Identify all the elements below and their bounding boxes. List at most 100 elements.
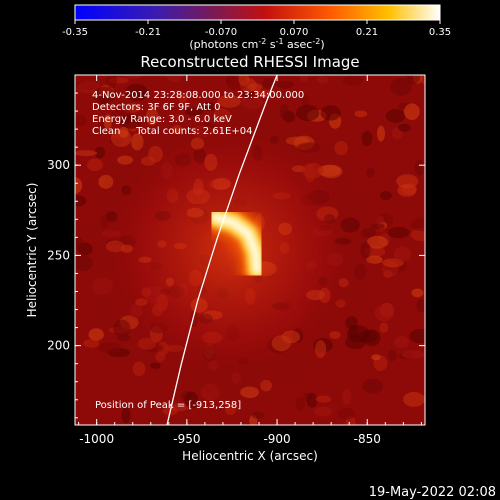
noise-blob <box>178 92 188 104</box>
y-axis: 200 250 300 <box>47 74 425 419</box>
noise-blob <box>88 328 104 341</box>
noise-blob <box>394 335 410 349</box>
info-time-range: 4-Nov-2014 23:28:08.000 to 23:34:00.000 <box>92 90 304 101</box>
noise-blob <box>361 130 373 147</box>
noise-blob <box>316 75 329 84</box>
noise-blob <box>75 150 98 157</box>
noise-blob <box>397 183 417 197</box>
noise-blob <box>225 75 235 86</box>
noise-blob <box>86 158 103 172</box>
noise-blob <box>75 114 87 127</box>
noise-blob <box>410 228 425 242</box>
noise-blob <box>379 322 389 333</box>
y-tick-label: 250 <box>47 248 70 262</box>
image-area <box>75 75 425 425</box>
colorbar-gradient <box>74 4 441 21</box>
noise-blob <box>403 391 425 407</box>
noise-blob <box>379 191 392 201</box>
x-tick-label: -900 <box>263 432 290 446</box>
noise-blob <box>366 167 375 178</box>
noise-blob <box>396 174 419 189</box>
x-tick-label: -1000 <box>79 432 114 446</box>
colorbar-tick-label: -0.070 <box>205 27 237 38</box>
y-tick-label: 200 <box>47 339 70 353</box>
x-tick-label: -950 <box>173 432 200 446</box>
noise-blob <box>414 159 424 176</box>
noise-blob <box>405 75 421 84</box>
render-timestamp: 19-May-2022 02:08 <box>369 485 496 500</box>
noise-blob <box>409 329 425 344</box>
noise-blob <box>295 104 320 122</box>
noise-blob <box>393 246 412 262</box>
noise-blob <box>301 94 310 108</box>
noise-blob <box>127 89 151 97</box>
noise-blob <box>306 392 318 408</box>
noise-blob <box>398 123 411 133</box>
noise-blob <box>76 81 101 94</box>
source-hot-core <box>211 213 262 275</box>
colorbar-tick-label: 0.21 <box>356 27 378 38</box>
colorbar-tick-label: 0.35 <box>429 27 451 38</box>
diffuse-emission <box>80 100 380 400</box>
noise-blob <box>75 177 83 194</box>
y-axis-label: Heliocentric Y (arcsec) <box>25 183 39 318</box>
noise-blob <box>385 108 406 124</box>
noise-blob <box>371 354 381 361</box>
noise-blob <box>411 288 424 298</box>
noise-blob <box>75 195 87 207</box>
noise-blob <box>299 75 309 82</box>
chart-title: Reconstructed RHESSI Image <box>140 53 359 71</box>
noise-blob <box>256 89 272 98</box>
noise-blob <box>106 75 117 89</box>
noise-blob <box>354 110 368 118</box>
y-tick-label: 300 <box>47 158 70 172</box>
noise-blob <box>320 105 341 121</box>
x-tick-label: -850 <box>354 432 381 446</box>
noise-blob <box>276 80 295 89</box>
noise-blob <box>374 304 395 322</box>
noise-blob <box>295 396 305 411</box>
noise-blob <box>166 75 182 83</box>
noise-blob <box>251 411 265 419</box>
noise-blob <box>410 218 425 231</box>
observation-info: 4-Nov-2014 23:28:08.000 to 23:34:00.000 … <box>92 90 304 411</box>
colorbar: -0.35 -0.21 -0.070 0.070 0.21 0.35 (photons c… <box>62 4 451 51</box>
colorbar-tick-label: 0.070 <box>280 27 309 38</box>
noise-blob <box>387 349 397 362</box>
noise-blob <box>416 298 425 313</box>
noise-blob <box>390 77 412 96</box>
colorbar-ticks: -0.35 -0.21 -0.070 0.070 0.21 0.35 <box>62 20 451 38</box>
noise-blob <box>123 75 142 79</box>
plot-frame <box>74 74 426 426</box>
noise-blob <box>83 338 100 348</box>
peak-position-label: Position of Peak = [-913,258] <box>95 400 241 411</box>
info-detectors: Detectors: 3F 6F 9F, Att 0 <box>92 102 220 113</box>
noise-blob <box>342 388 352 405</box>
noise-blob <box>121 407 131 424</box>
solar-limb <box>166 75 278 425</box>
noise-blob <box>184 391 199 409</box>
x-axis: -1000 -950 -900 -850 <box>78 75 422 446</box>
noise-blob <box>401 350 425 359</box>
colorbar-tick-label: -0.21 <box>135 27 161 38</box>
colorbar-unit-label: (photons cm-2 s-1 asec-2) <box>189 37 324 51</box>
flare-source <box>198 200 275 287</box>
noise-blob <box>314 406 332 417</box>
noise-blob <box>376 125 386 142</box>
x-axis-label: Heliocentric X (arcsec) <box>182 449 318 463</box>
colorbar-tick-label: -0.35 <box>62 27 88 38</box>
noise-blob <box>120 114 142 129</box>
noise-blob <box>224 403 236 416</box>
noise-blob <box>362 378 384 394</box>
noise-blob <box>315 395 332 403</box>
noise-blob <box>238 75 250 87</box>
noise-blob <box>94 146 106 159</box>
info-method-counts: Clean Total counts: 2.61E+04 <box>92 126 252 137</box>
noise-blob <box>118 126 129 138</box>
noise-blob <box>342 75 363 87</box>
noise-blob <box>337 407 356 420</box>
noise-blob <box>93 86 116 105</box>
info-energy-range: Energy Range: 3.0 - 6.0 keV <box>92 114 232 125</box>
noise-blob <box>403 103 420 121</box>
